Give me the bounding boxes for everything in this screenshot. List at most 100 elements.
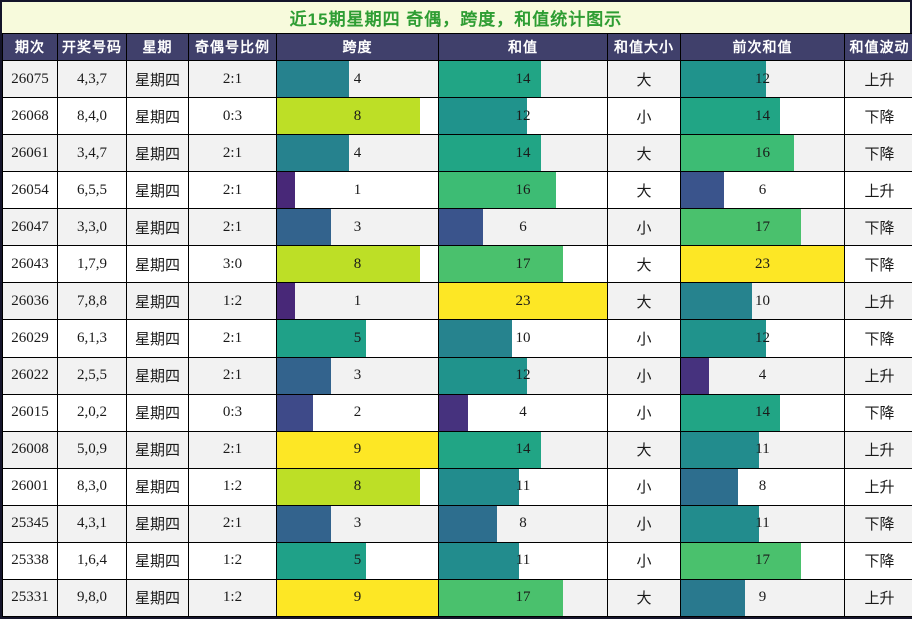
prev-sum-value: 9 <box>758 589 767 606</box>
span-value: 8 <box>353 255 362 272</box>
numbers-cell: 2,5,5 <box>57 356 127 395</box>
weekday-cell: 星期四 <box>126 245 189 284</box>
header-row: 期次 开奖号码 星期 奇偶号比例 跨度 和值 和值大小 前次和值 和值波动 <box>2 33 912 61</box>
trend-cell: 上升 <box>844 59 912 99</box>
span-value: 5 <box>353 329 362 346</box>
sum-cell: 11 <box>438 541 608 580</box>
odd-even-ratio-cell: 1:2 <box>188 282 277 321</box>
trend-cell: 下降 <box>844 319 912 358</box>
sum-cell: 6 <box>438 208 608 247</box>
span-cell: 5 <box>276 319 439 358</box>
period-cell: 25345 <box>2 504 58 543</box>
prev-sum-cell: 14 <box>680 97 845 136</box>
sum-value: 14 <box>515 441 531 458</box>
sum-cell: 14 <box>438 59 608 99</box>
prev-sum-bar <box>681 246 844 282</box>
period-cell: 26022 <box>2 356 58 395</box>
odd-even-ratio-cell: 2:1 <box>188 134 277 173</box>
weekday-cell: 星期四 <box>126 504 189 543</box>
span-bar <box>277 135 349 171</box>
sum-bar <box>439 432 542 468</box>
numbers-cell: 2,0,2 <box>57 393 127 432</box>
sum-size-cell: 小 <box>607 393 681 432</box>
prev-sum-value: 17 <box>755 552 770 569</box>
span-cell: 4 <box>276 59 439 99</box>
prev-sum-cell: 8 <box>680 467 845 506</box>
weekday-cell: 星期四 <box>126 208 189 247</box>
span-value: 3 <box>353 218 362 235</box>
numbers-cell: 3,4,7 <box>57 134 127 173</box>
sum-cell: 4 <box>438 393 608 432</box>
sum-bar <box>439 172 556 208</box>
sum-cell: 12 <box>438 356 608 395</box>
prev-sum-bar <box>681 135 795 171</box>
sum-value: 14 <box>515 70 531 87</box>
span-cell: 4 <box>276 134 439 173</box>
span-cell: 1 <box>276 282 439 321</box>
period-cell: 26061 <box>2 134 58 173</box>
prev-sum-cell: 16 <box>680 134 845 173</box>
span-value: 8 <box>353 107 362 124</box>
period-cell: 26054 <box>2 171 58 210</box>
weekday-cell: 星期四 <box>126 319 189 358</box>
prev-sum-value: 11 <box>755 515 770 532</box>
numbers-cell: 7,8,8 <box>57 282 127 321</box>
trend-cell: 下降 <box>844 134 912 173</box>
sum-size-cell: 小 <box>607 541 681 580</box>
sum-size-cell: 大 <box>607 578 681 618</box>
span-bar <box>277 506 331 542</box>
column-header-trend: 和值波动 <box>844 33 912 61</box>
sum-value: 17 <box>515 255 531 272</box>
prev-sum-cell: 11 <box>680 504 845 543</box>
span-bar <box>277 469 421 505</box>
sum-bar <box>439 506 498 542</box>
span-cell: 9 <box>276 578 439 618</box>
statistics-table: 期次 开奖号码 星期 奇偶号比例 跨度 和值 和值大小 前次和值 和值波动 26… <box>2 33 912 618</box>
prev-sum-cell: 4 <box>680 356 845 395</box>
trend-cell: 下降 <box>844 245 912 284</box>
span-value: 9 <box>353 441 362 458</box>
weekday-cell: 星期四 <box>126 393 189 432</box>
prev-sum-value: 23 <box>755 255 770 272</box>
trend-cell: 上升 <box>844 171 912 210</box>
sum-value: 11 <box>515 478 531 495</box>
prev-sum-cell: 12 <box>680 319 845 358</box>
sum-value: 17 <box>515 589 531 606</box>
odd-even-ratio-cell: 2:1 <box>188 59 277 99</box>
table-row: 26022 2,5,5 星期四 2:1 3 12 小 4 上升 <box>2 356 912 395</box>
table-row: 26001 8,3,0 星期四 1:2 8 11 小 8 上升 <box>2 467 912 506</box>
sum-value: 8 <box>519 515 527 532</box>
prev-sum-cell: 17 <box>680 208 845 247</box>
prev-sum-cell: 17 <box>680 541 845 580</box>
weekday-cell: 星期四 <box>126 430 189 469</box>
period-cell: 26075 <box>2 59 58 99</box>
sum-value: 16 <box>515 181 531 198</box>
sum-bar <box>439 358 527 394</box>
sum-value: 12 <box>515 367 531 384</box>
span-bar <box>277 432 438 468</box>
span-cell: 8 <box>276 97 439 136</box>
prev-sum-bar <box>681 61 767 97</box>
table-row: 25338 1,6,4 星期四 1:2 5 11 小 17 下降 <box>2 541 912 580</box>
sum-bar <box>439 135 542 171</box>
sum-cell: 10 <box>438 319 608 358</box>
trend-cell: 上升 <box>844 356 912 395</box>
odd-even-ratio-cell: 2:1 <box>188 171 277 210</box>
sum-size-cell: 小 <box>607 504 681 543</box>
span-value: 4 <box>353 144 362 161</box>
prev-sum-cell: 10 <box>680 282 845 321</box>
prev-sum-bar <box>681 283 752 319</box>
period-cell: 26043 <box>2 245 58 284</box>
table-row: 26068 8,4,0 星期四 0:3 8 12 小 14 下降 <box>2 97 912 136</box>
table-row: 25345 4,3,1 星期四 2:1 3 8 小 11 下降 <box>2 504 912 543</box>
sum-size-cell: 大 <box>607 59 681 99</box>
weekday-cell: 星期四 <box>126 134 189 173</box>
sum-bar <box>439 395 469 431</box>
span-cell: 3 <box>276 208 439 247</box>
table-row: 26075 4,3,7 星期四 2:1 4 14 大 12 上升 <box>2 59 912 99</box>
trend-cell: 上升 <box>844 282 912 321</box>
period-cell: 26015 <box>2 393 58 432</box>
trend-cell: 上升 <box>844 430 912 469</box>
column-header-period: 期次 <box>2 33 58 61</box>
